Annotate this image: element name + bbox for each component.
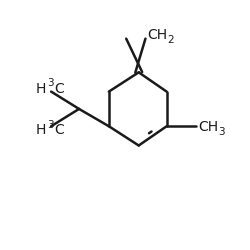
Text: 3: 3 bbox=[218, 127, 225, 137]
Text: CH: CH bbox=[148, 28, 168, 42]
Text: 2: 2 bbox=[168, 35, 174, 45]
Text: H: H bbox=[36, 82, 46, 96]
Text: H: H bbox=[36, 123, 46, 137]
Text: 3: 3 bbox=[47, 120, 54, 130]
Text: CH: CH bbox=[198, 120, 218, 134]
Text: C: C bbox=[54, 82, 64, 96]
Text: C: C bbox=[54, 123, 64, 137]
Text: 3: 3 bbox=[47, 78, 54, 88]
